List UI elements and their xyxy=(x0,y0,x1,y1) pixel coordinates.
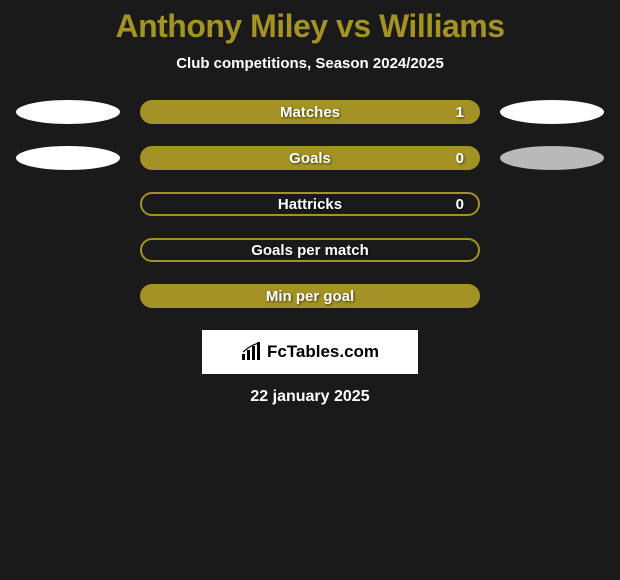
date-label: 22 january 2025 xyxy=(0,388,620,406)
stat-row: Matches 1 xyxy=(0,100,620,124)
stat-bar: Hattricks 0 xyxy=(140,192,480,216)
subtitle: Club competitions, Season 2024/2025 xyxy=(0,55,620,72)
chart-icon xyxy=(241,342,263,362)
left-spacer xyxy=(16,284,120,308)
left-spacer xyxy=(16,238,120,262)
stat-label: Min per goal xyxy=(266,288,354,305)
stat-bar: Min per goal xyxy=(140,284,480,308)
stat-rows: Matches 1 Goals 0 Hattricks 0 Goals per match M… xyxy=(0,100,620,308)
comparison-card: Anthony Miley vs Williams Club competiti… xyxy=(0,0,620,406)
right-ellipse xyxy=(500,146,604,170)
stat-row: Hattricks 0 xyxy=(0,192,620,216)
right-ellipse xyxy=(500,100,604,124)
logo-box: FcTables.com xyxy=(202,330,418,374)
stat-row: Min per goal xyxy=(0,284,620,308)
right-spacer xyxy=(500,192,604,216)
stat-value: 0 xyxy=(456,150,464,167)
stat-bar: Matches 1 xyxy=(140,100,480,124)
left-spacer xyxy=(16,192,120,216)
stat-value: 0 xyxy=(456,196,464,213)
stat-row: Goals 0 xyxy=(0,146,620,170)
left-ellipse xyxy=(16,146,120,170)
stat-label: Hattricks xyxy=(278,196,342,213)
logo-text: FcTables.com xyxy=(267,342,379,362)
right-spacer xyxy=(500,284,604,308)
stat-label: Goals xyxy=(289,150,331,167)
right-spacer xyxy=(500,238,604,262)
stat-row: Goals per match xyxy=(0,238,620,262)
stat-bar: Goals per match xyxy=(140,238,480,262)
stat-label: Matches xyxy=(280,104,340,121)
stat-label: Goals per match xyxy=(251,242,369,259)
left-ellipse xyxy=(16,100,120,124)
stat-bar: Goals 0 xyxy=(140,146,480,170)
stat-value: 1 xyxy=(456,104,464,121)
page-title: Anthony Miley vs Williams xyxy=(0,8,620,45)
